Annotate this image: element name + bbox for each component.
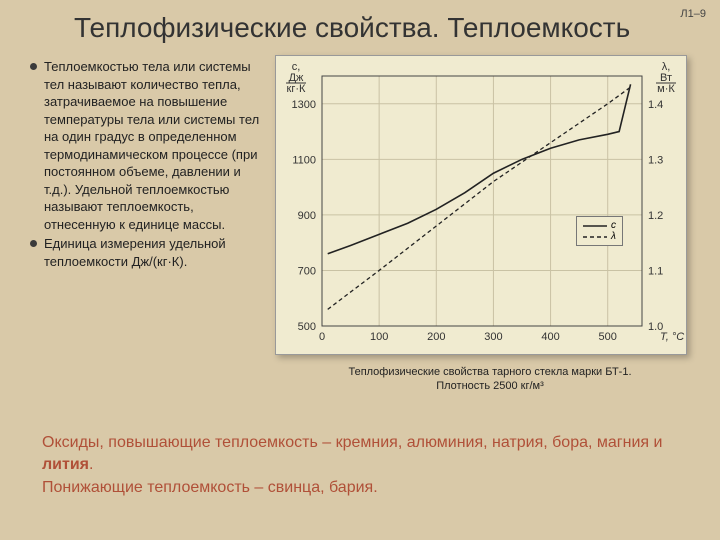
svg-text:900: 900 [298,210,316,222]
list-item: Теплоемкостью тела или системы тел назыв… [30,58,266,233]
svg-text:1.4: 1.4 [648,99,663,111]
text-bold: лития [42,456,89,473]
svg-text:500: 500 [298,321,316,333]
svg-text:1.3: 1.3 [648,154,663,166]
svg-text:0: 0 [319,331,325,343]
bullet-list: Теплоемкостью тела или системы тел назыв… [30,58,266,273]
text-highlight: . [89,456,93,473]
svg-text:1300: 1300 [292,99,316,111]
svg-text:400: 400 [541,331,559,343]
svg-text:1100: 1100 [292,154,316,166]
svg-text:200: 200 [427,331,445,343]
chart-legend: cλ [576,216,623,246]
svg-text:м·К: м·К [657,83,675,95]
svg-text:500: 500 [599,331,617,343]
lower-paragraph: Оксиды, повышающие теплоемкость – кремни… [42,432,680,499]
svg-text:T, °C: T, °C [660,331,684,343]
svg-text:1.1: 1.1 [648,265,663,277]
text-highlight: Понижающие теплоемкость – свинца, бария. [42,479,378,496]
svg-text:1.2: 1.2 [648,210,663,222]
svg-text:700: 700 [298,265,316,277]
text-highlight: Оксиды, повышающие теплоемкость – кремни… [42,434,662,451]
caption-line: Плотность 2500 кг/м³ [436,380,544,392]
chart-caption: Теплофизические свойства тарного стекла … [320,365,660,394]
svg-text:кг·К: кг·К [287,83,306,95]
page-title: Теплофизические свойства. Теплоемкость [74,12,630,44]
svg-text:100: 100 [370,331,388,343]
caption-line: Теплофизические свойства тарного стекла … [348,366,631,378]
list-item: Единица измерения удельной теплоемкости … [30,235,266,270]
line-chart: 0100200300400500500700900110013001.01.11… [276,56,688,356]
page-ref: Л1–9 [680,8,706,20]
chart-container: 0100200300400500500700900110013001.01.11… [275,55,687,355]
svg-text:300: 300 [484,331,502,343]
